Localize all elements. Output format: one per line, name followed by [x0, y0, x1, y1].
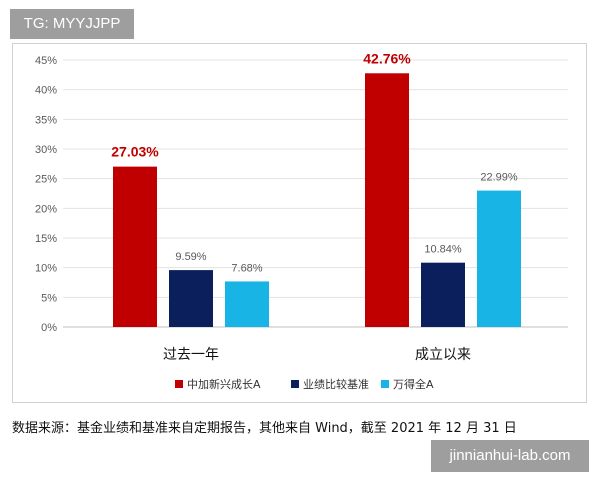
- source-note: 数据来源：基金业绩和基准来自定期报告，其他来自 Wind，截至 2021 年 1…: [12, 421, 517, 436]
- y-tick-label: 40%: [35, 85, 57, 97]
- x-category-label: 过去一年: [163, 347, 219, 363]
- y-tick-label: 45%: [35, 55, 57, 67]
- data-label: 42.76%: [363, 50, 411, 66]
- legend-swatch: [291, 380, 299, 388]
- bar: [169, 270, 213, 327]
- data-label: 7.68%: [231, 262, 262, 274]
- y-tick-label: 15%: [35, 233, 57, 245]
- data-label: 27.03%: [111, 144, 159, 160]
- bar: [421, 262, 465, 327]
- data-label: 22.99%: [480, 172, 518, 184]
- bar: [113, 166, 157, 327]
- y-tick-label: 0%: [41, 322, 57, 334]
- y-tick-label: 20%: [35, 203, 57, 215]
- data-label: 9.59%: [175, 251, 206, 263]
- legend-swatch: [175, 380, 183, 388]
- legend-label: 业绩比较基准: [303, 377, 369, 391]
- y-tick-label: 10%: [35, 263, 57, 275]
- bar: [477, 190, 521, 327]
- legend-label: 中加新兴成长A: [187, 377, 261, 391]
- bar-chart: 0% 5% 10% 15% 20% 25% 30% 35% 40% 45% 27.03% 42.76%…: [35, 50, 568, 391]
- legend-label: 万得全A: [393, 377, 434, 391]
- tg-badge: TG: MYYJJPP: [10, 9, 134, 39]
- x-category-label: 成立以来: [415, 347, 471, 363]
- bar: [225, 281, 269, 327]
- data-label: 10.84%: [424, 244, 462, 256]
- watermark: jinnianhui-lab.com: [431, 440, 589, 472]
- y-tick-label: 25%: [35, 174, 57, 186]
- y-tick-label: 5%: [41, 292, 57, 304]
- bar: [365, 73, 409, 327]
- chart-container: 0% 5% 10% 15% 20% 25% 30% 35% 40% 45% 27.03% 42.76%…: [12, 43, 587, 403]
- legend-swatch: [381, 380, 389, 388]
- y-tick-label: 35%: [35, 114, 57, 126]
- y-tick-label: 30%: [35, 144, 57, 156]
